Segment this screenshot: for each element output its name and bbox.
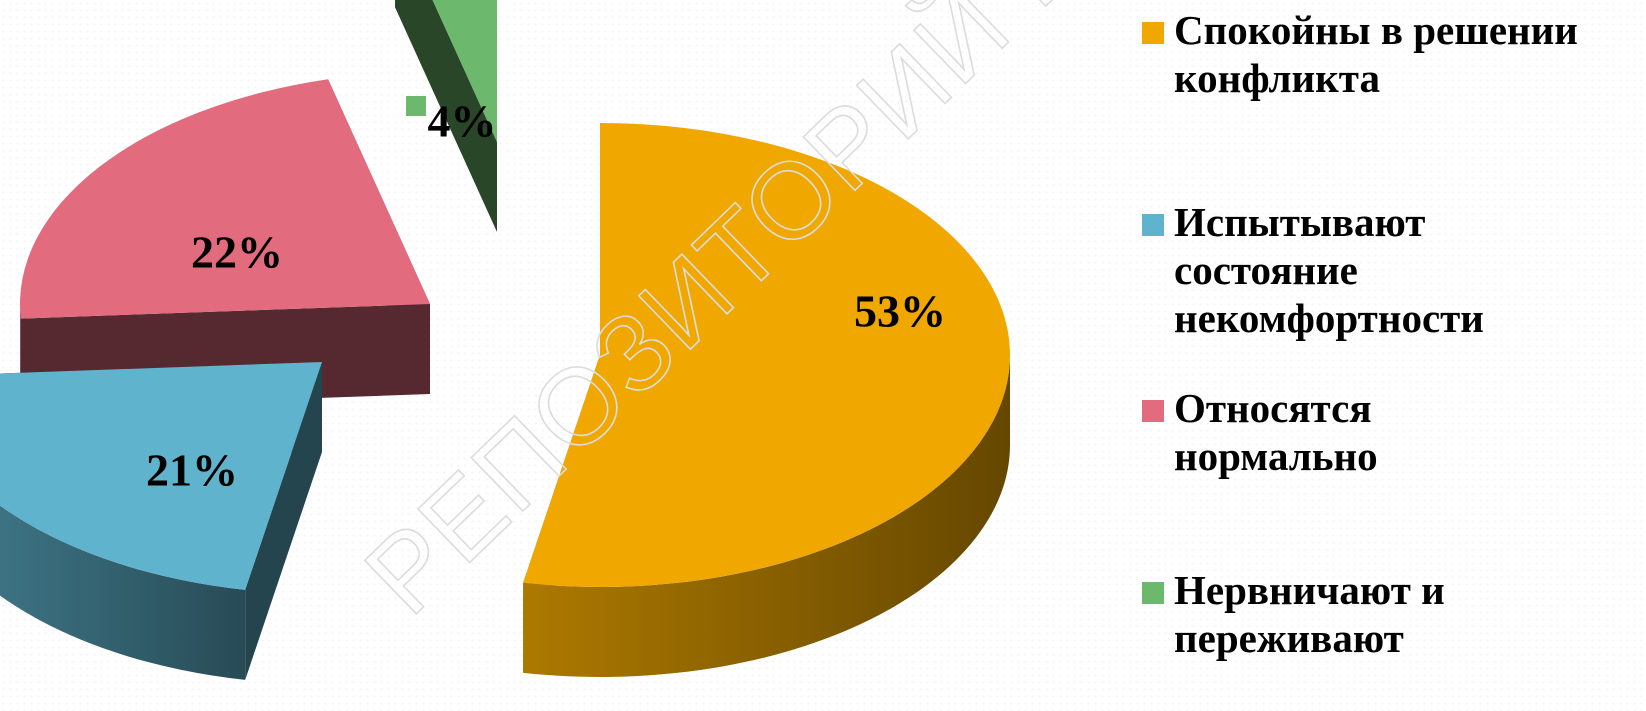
slice-2-top: [0, 362, 322, 590]
legend-label: Спокойны в решении конфликта: [1174, 7, 1578, 101]
data-label-1: 53%: [854, 286, 946, 337]
legend-item-3: Относятся нормально: [1142, 384, 1642, 480]
slice-1-top: [523, 123, 1011, 587]
pie-slice-2: [0, 362, 322, 680]
legend-swatch-icon: [1142, 214, 1164, 236]
pie-slice-4: [395, 0, 497, 232]
legend-item-1: Спокойны в решении конфликта: [1142, 6, 1642, 102]
slice-3-top: [19, 79, 430, 319]
pie-slices: [0, 0, 1011, 680]
data-labels: 53% 21% 22% 4%: [146, 96, 946, 496]
data-label-2: 21%: [146, 445, 238, 496]
legend-label: Относятся нормально: [1174, 385, 1378, 479]
legend-item-4: Нервничают и переживают: [1142, 566, 1642, 662]
legend-swatch-icon: [1142, 400, 1164, 422]
slice-2-side: [0, 505, 246, 680]
legend-swatch-icon: [1142, 22, 1164, 44]
legend-item-2: Испытывают состояние некомфортности: [1142, 198, 1642, 342]
legend-label: Испытывают состояние некомфортности: [1174, 199, 1484, 341]
data-label-4-key-icon: [406, 96, 426, 116]
pie-slice-1: [523, 123, 1011, 677]
slice-4-top: [432, 0, 497, 142]
legend-label: Нервничают и переживают: [1174, 567, 1445, 661]
data-label-3: 22%: [191, 227, 283, 278]
data-label-4: 4%: [428, 96, 497, 147]
legend-swatch-icon: [1142, 582, 1164, 604]
slice-4-cut-face-1: [395, 0, 497, 232]
slice-1-side: [523, 355, 1010, 677]
